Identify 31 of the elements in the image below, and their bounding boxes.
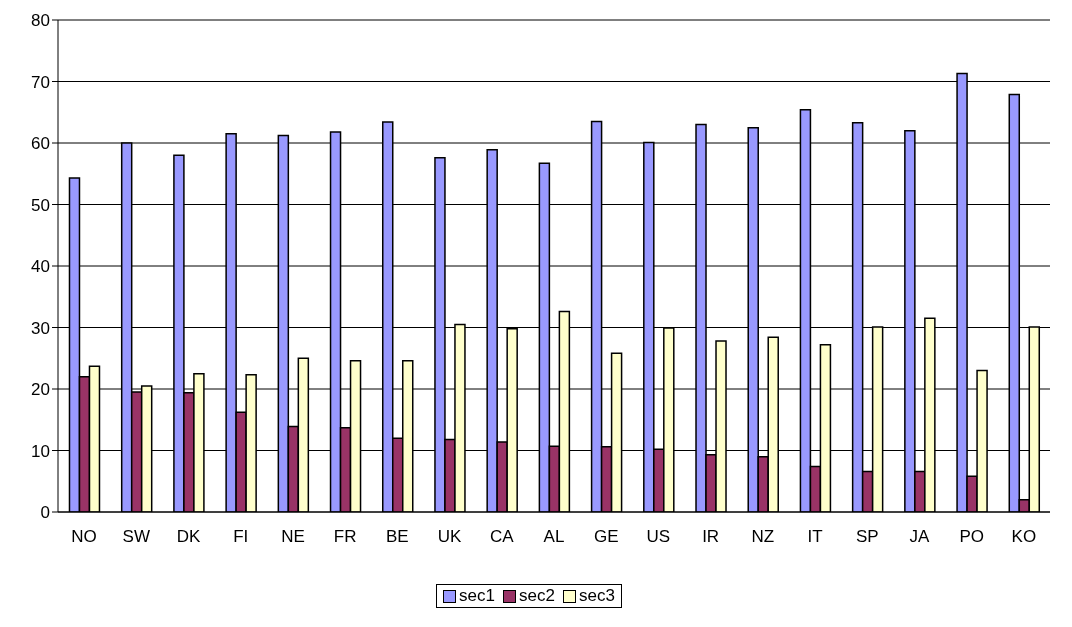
x-tick-label: GE (593, 527, 619, 547)
legend-label: sec2 (518, 586, 555, 606)
y-tick-label: 60 (31, 134, 50, 154)
x-tick-label: AL (543, 527, 565, 547)
x-tick-label: DK (176, 527, 201, 547)
x-tick-label: IR (702, 527, 720, 547)
y-tick-label: 0 (40, 503, 50, 523)
y-tick-label: 30 (31, 318, 50, 338)
x-tick-label: KO (1011, 527, 1037, 547)
y-tick-label: 20 (31, 380, 50, 400)
x-tick-label: SP (855, 527, 879, 547)
y-tick-label: 10 (31, 441, 50, 461)
x-tick-label: NZ (751, 527, 775, 547)
x-tick-label: SW (122, 527, 151, 547)
x-tick-label: FR (333, 527, 357, 547)
legend-label: sec1 (458, 586, 496, 606)
x-tick-label: NE (281, 527, 305, 547)
x-tick-label: UK (437, 527, 463, 547)
y-tick-label: 70 (31, 72, 50, 92)
legend-label: sec3 (577, 586, 615, 606)
y-tick-label: 80 (31, 11, 50, 31)
x-tick-label: IT (807, 527, 823, 547)
y-tick-label: 50 (31, 195, 50, 215)
x-tick-label: CA (489, 527, 515, 547)
x-tick-label: US (646, 527, 671, 547)
x-tick-label: PO (959, 527, 984, 547)
y-tick-label: 40 (31, 257, 50, 277)
x-tick-label: NO (71, 527, 97, 547)
x-tick-label: BE (386, 527, 409, 547)
x-tick-label: JA (909, 527, 931, 547)
x-tick-label: FI (233, 527, 249, 547)
